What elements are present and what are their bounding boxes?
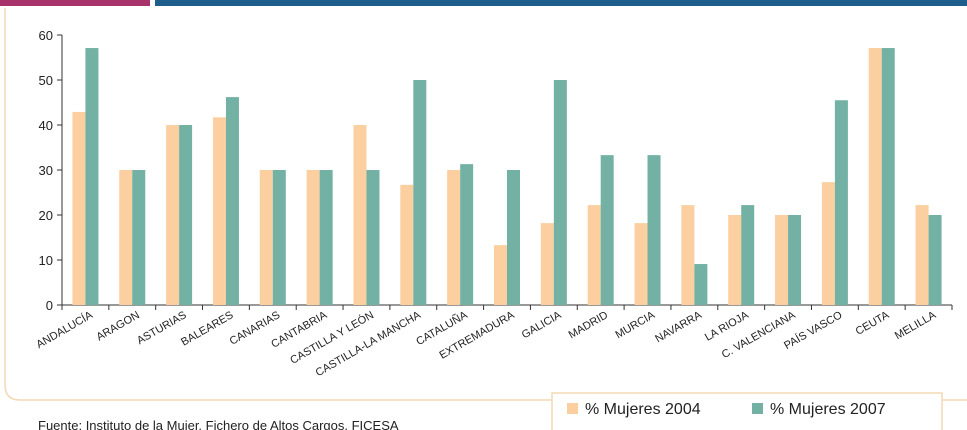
bar: [494, 245, 507, 305]
bar: [741, 205, 755, 305]
legend-swatch: [567, 403, 578, 414]
bar: [540, 223, 554, 305]
bar: [868, 48, 882, 306]
x-tick-label: GALICIA: [520, 309, 564, 341]
bar: [928, 215, 942, 305]
bar: [788, 215, 802, 305]
header-accent: [0, 0, 150, 6]
x-tick-label: NAVARRA: [653, 309, 704, 345]
bar: [647, 155, 661, 305]
y-tick-label: 10: [39, 253, 53, 268]
bar: [132, 170, 146, 305]
x-tick-label: CEUTA: [854, 309, 892, 338]
x-tick-label: BALEARES: [179, 309, 235, 348]
bar: [915, 205, 929, 305]
y-tick-label: 20: [39, 208, 53, 223]
x-tick-label: MADRID: [567, 309, 611, 341]
frame: [4, 8, 560, 401]
bar: [306, 170, 320, 305]
legend-label: % Mujeres 2004: [585, 401, 701, 418]
bar: [600, 155, 614, 305]
bar: [728, 215, 742, 305]
source: Fuente: Instituto de la Mujer. Fichero d…: [38, 418, 399, 430]
bar: [259, 170, 273, 305]
y-tick-label: 50: [39, 73, 53, 88]
bar: [319, 170, 333, 305]
bar: [366, 170, 380, 305]
x-tick-label: ANDALUCÍA: [34, 308, 96, 351]
x-tick-label: ARAGON: [94, 309, 141, 343]
y-tick-label: 40: [39, 118, 53, 133]
legend-swatch: [752, 403, 763, 414]
y-tick-label: 30: [39, 163, 53, 178]
bar: [413, 80, 427, 305]
bar: [834, 100, 848, 305]
bar: [272, 170, 286, 305]
bar: [212, 117, 226, 305]
x-tick-label: MURCIA: [613, 309, 657, 341]
y-tick-label: 0: [46, 298, 53, 313]
bar: [775, 215, 789, 305]
bar: [587, 205, 601, 305]
bar: [119, 170, 133, 305]
bar: [681, 205, 695, 305]
bar: [400, 184, 414, 305]
legend-label: % Mujeres 2007: [770, 401, 886, 418]
bar: [353, 125, 367, 305]
bar: [447, 170, 461, 305]
bar: [821, 182, 835, 305]
bar: [507, 170, 520, 305]
bar: [460, 164, 474, 305]
bar: [225, 97, 239, 305]
x-tick-label: MELILLA: [893, 309, 939, 342]
bar: [166, 125, 180, 305]
legend-box: [551, 392, 943, 430]
bar: [634, 223, 648, 305]
bar: [179, 125, 193, 305]
header-bar: [155, 0, 967, 6]
y-tick-label: 60: [39, 28, 53, 43]
bar: [72, 111, 86, 305]
bar: [553, 80, 567, 305]
bar: [85, 48, 99, 306]
bar: [694, 264, 708, 305]
bar: [881, 48, 895, 306]
